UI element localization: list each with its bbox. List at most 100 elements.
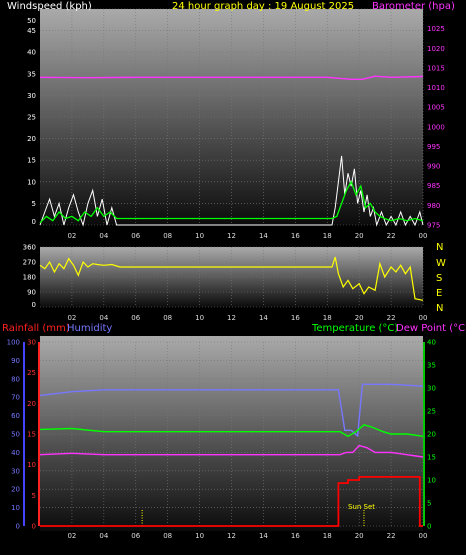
wind-xtick-16: 16 [291,232,300,240]
sunset-label: Sun Set [348,503,375,511]
humidity-ytick-0: 0 [16,523,20,531]
wind-ytick-25: 25 [27,114,36,122]
env-xtick-10: 10 [195,532,204,540]
wind-ytick-40: 40 [27,49,36,57]
dir-xtick-10: 10 [195,314,204,322]
wind-xtick-14: 14 [259,232,268,240]
wind-xtick-10: 10 [195,232,204,240]
humidity-ytick-20: 20 [11,486,20,494]
humidity-ytick-80: 80 [11,375,20,383]
rain-ytick-15: 15 [27,431,36,439]
humidity-line [39,383,424,438]
baro-ytick-980: 980 [427,202,440,210]
baro-ytick-985: 985 [427,182,440,190]
wind-ytick-5: 5 [32,200,36,208]
rain-ytick-0: 0 [32,523,36,531]
windspeed-label: Windspeed (kph) [7,1,92,12]
wind-ytick-15: 15 [27,157,36,165]
rain-ytick-5: 5 [32,492,36,500]
env-xtick-04: 04 [99,532,108,540]
wind-avg-line [39,180,424,224]
baro-ytick-1025: 1025 [427,25,445,33]
dir-xtick-04: 04 [99,314,108,322]
dewpoint-line [39,444,424,458]
env-xtick-06: 06 [131,532,140,540]
env-xtick-00: 00 [419,532,428,540]
rain-ytick-10: 10 [27,461,36,469]
wind-ytick-10: 10 [27,178,36,186]
dir-xtick-22: 22 [387,314,396,322]
dir-ytick-180: 180 [23,274,36,282]
baro-ytick-1010: 1010 [427,84,445,92]
wind-direction-line [39,256,424,301]
wind-ytick-20: 20 [27,135,36,143]
temperature-label: Temperature (°C) [311,323,398,334]
baro-ytick-1005: 1005 [427,104,445,112]
wind-xtick-04: 04 [99,232,108,240]
dir-xtick-02: 02 [67,314,76,322]
humidity-ytick-40: 40 [11,449,20,457]
humidity-ytick-100: 100 [7,339,20,347]
env-xtick-08: 08 [163,532,172,540]
wind-xtick-08: 08 [163,232,172,240]
wind-xtick-22: 22 [387,232,396,240]
env-xtick-12: 12 [227,532,236,540]
rain-ytick-20: 20 [27,400,36,408]
humidity-ytick-70: 70 [11,394,20,402]
baro-ytick-1015: 1015 [427,64,445,72]
env-xtick-16: 16 [291,532,300,540]
baro-ytick-1020: 1020 [427,45,445,53]
humidity-ytick-60: 60 [11,412,20,420]
chart-title: 24 hour graph day : 19 August 2025 [172,1,354,12]
dir-ytick-0: 0 [32,301,36,309]
dir-xtick-12: 12 [227,314,236,322]
wind-gust-line [39,155,424,227]
temperature-line [39,424,424,438]
dir-ytick-270: 270 [23,259,36,267]
barometer-line [39,75,424,81]
temp-ytick-15: 15 [427,454,436,462]
compass-s: S [436,273,442,284]
wind-xtick-12: 12 [227,232,236,240]
humidity-ytick-30: 30 [11,467,20,475]
humidity-ytick-10: 10 [11,504,20,512]
dir-xtick-06: 06 [131,314,140,322]
wind-ytick-0: 0 [32,218,36,226]
wind-ytick-45: 45 [27,27,36,35]
wind-ytick-30: 30 [27,92,36,100]
temp-ytick-0: 0 [427,523,431,531]
baro-ytick-990: 990 [427,163,440,171]
barometer-label: Barometer (hpa) [372,1,455,12]
humidity-ytick-90: 90 [11,357,20,365]
dir-xtick-20: 20 [355,314,364,322]
wind-xtick-18: 18 [323,232,332,240]
wind-xtick-20: 20 [355,232,364,240]
dir-xtick-14: 14 [259,314,268,322]
rain-ytick-25: 25 [27,369,36,377]
compass-n-top: N [436,242,443,253]
wind-ytick-50: 50 [27,17,36,25]
temp-ytick-20: 20 [427,431,436,439]
compass-e: E [436,288,442,299]
dir-xtick-16: 16 [291,314,300,322]
wind-xtick-02: 02 [67,232,76,240]
dir-xtick-18: 18 [323,314,332,322]
rainfall-label: Rainfall (mm) [2,323,70,334]
baro-ytick-995: 995 [427,143,440,151]
dir-ytick-90: 90 [27,289,36,297]
temp-ytick-25: 25 [427,408,436,416]
wind-xtick-00: 00 [419,232,428,240]
baro-ytick-1000: 1000 [427,123,445,131]
humidity-label: Humidity [67,323,112,334]
temp-ytick-30: 30 [427,385,436,393]
rain-line [40,475,423,527]
dir-ytick-360: 360 [23,244,36,252]
humidity-ytick-50: 50 [11,431,20,439]
temp-ytick-40: 40 [427,339,436,347]
temp-ytick-10: 10 [427,477,436,485]
wind-xtick-06: 06 [131,232,140,240]
baro-ytick-975: 975 [427,222,440,230]
dir-xtick-00: 00 [419,314,428,322]
env-xtick-20: 20 [355,532,364,540]
